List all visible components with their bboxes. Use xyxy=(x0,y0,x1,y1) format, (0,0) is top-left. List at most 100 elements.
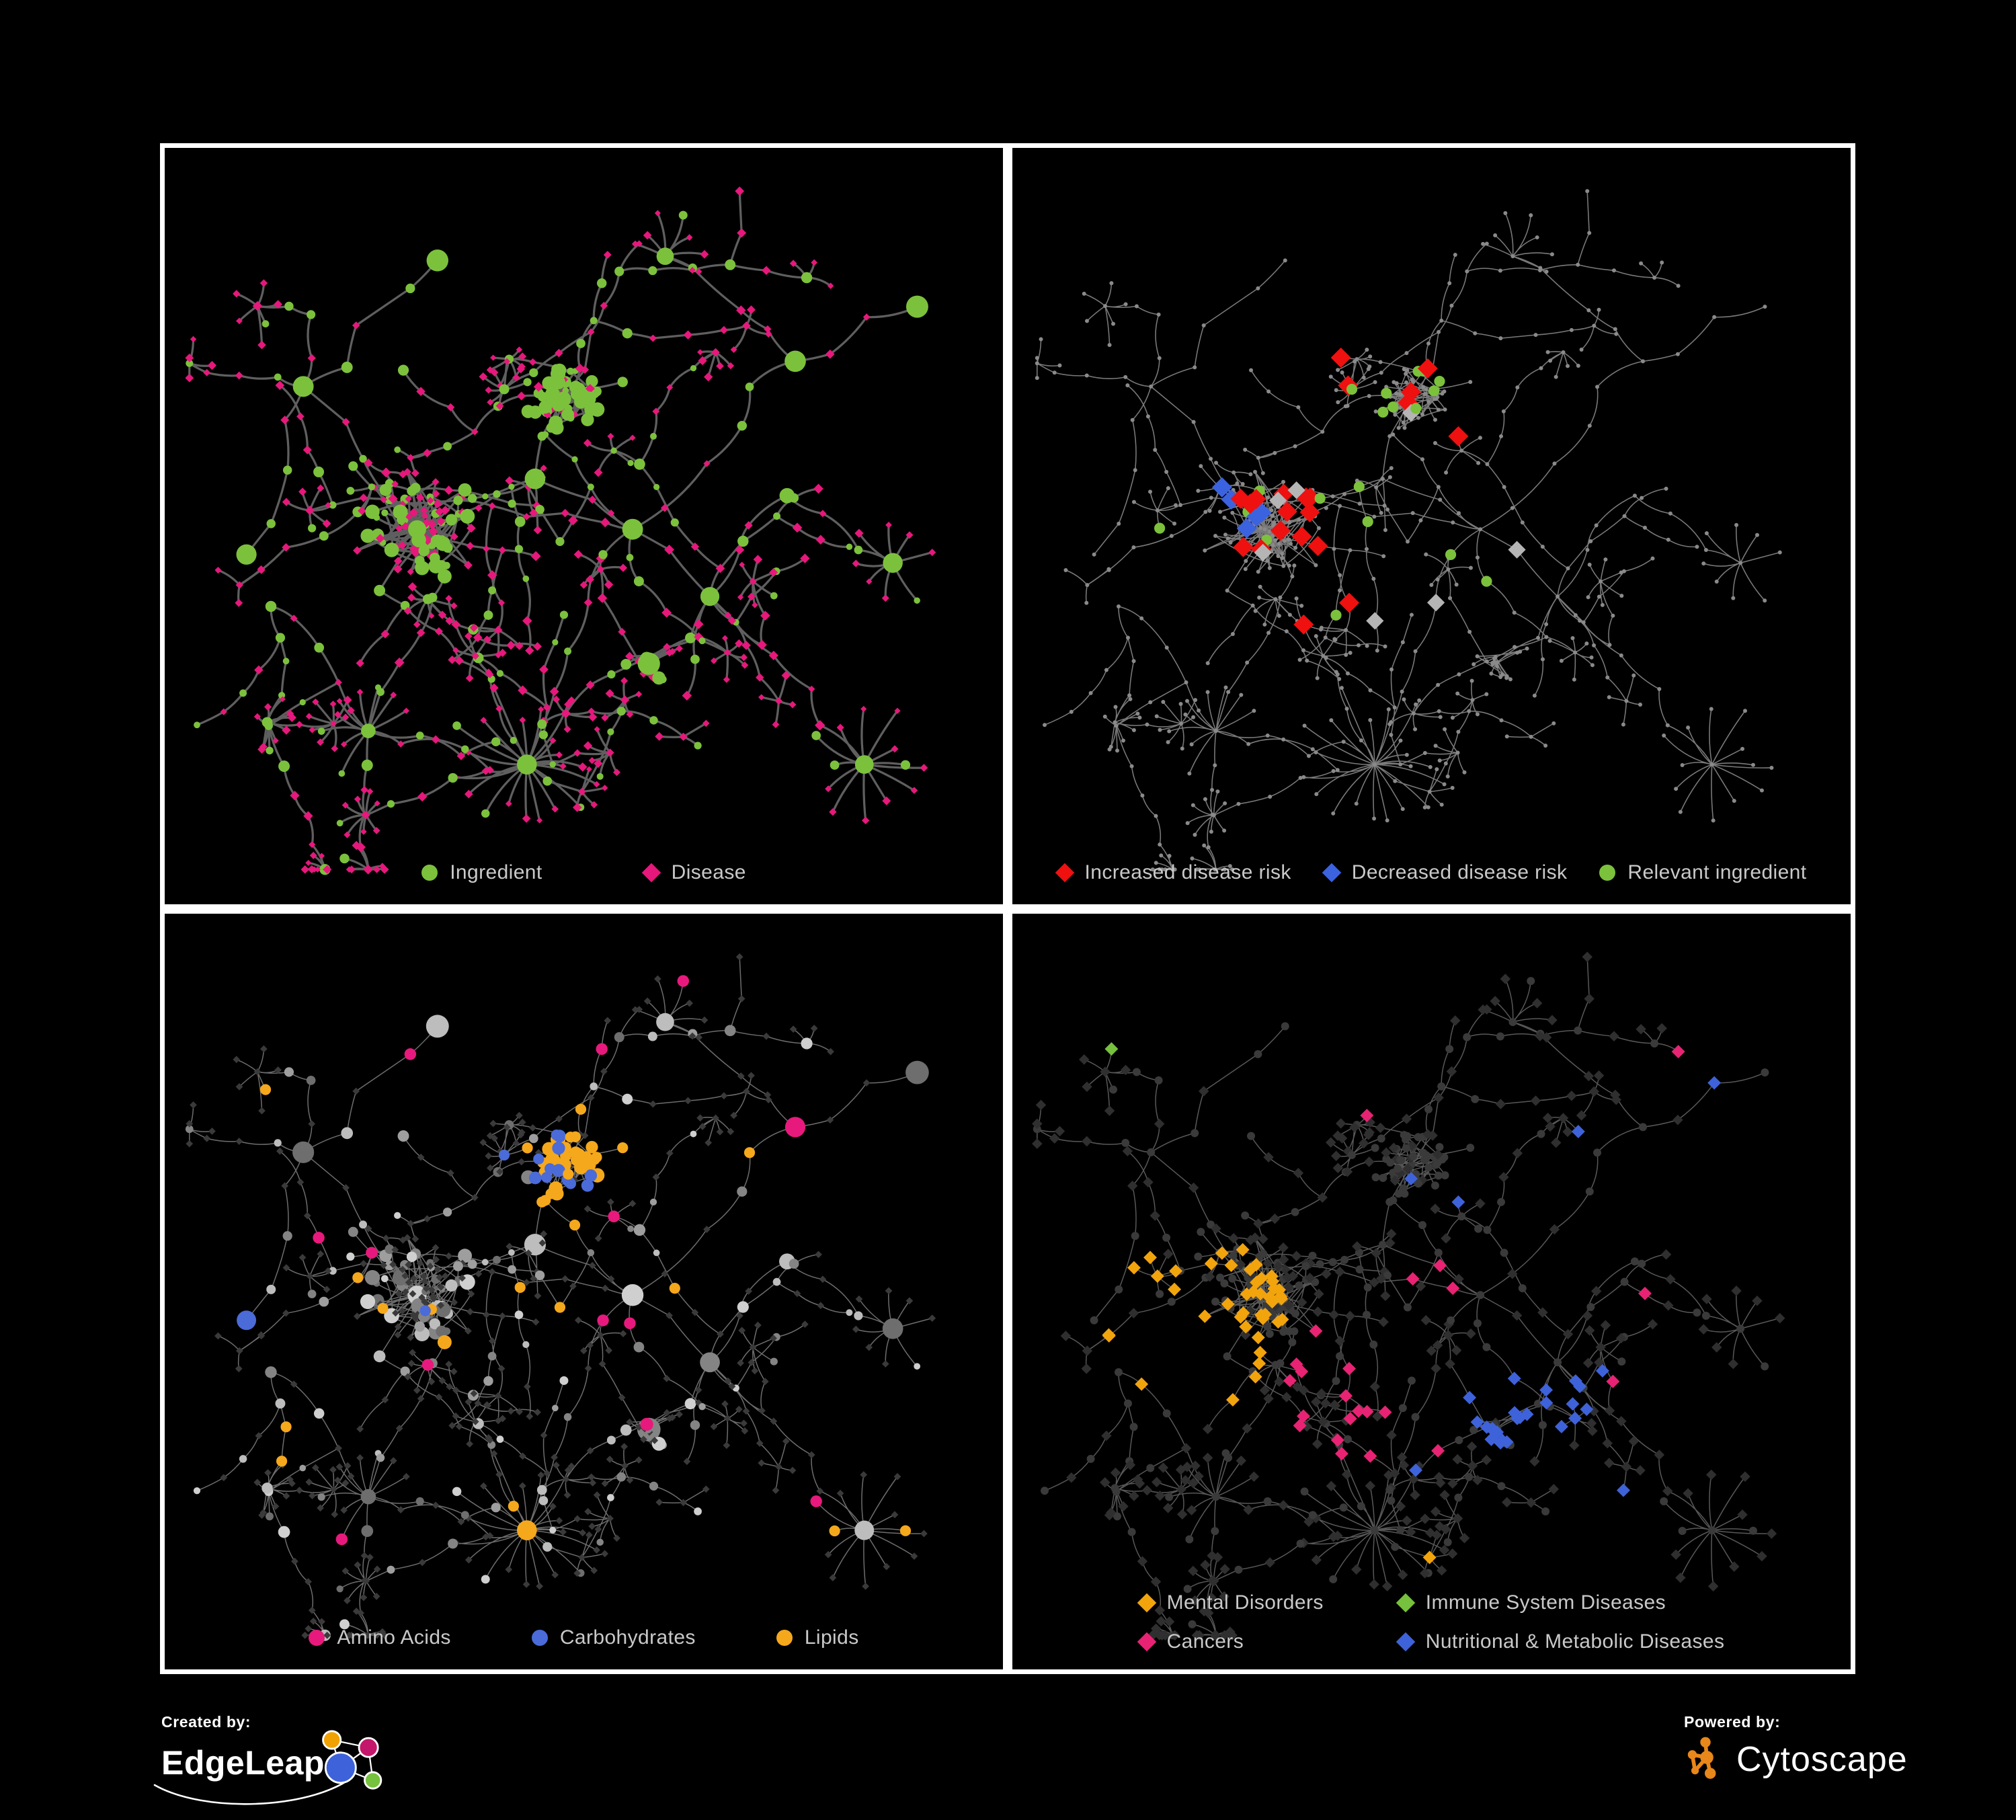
network-node xyxy=(482,493,489,500)
network-node xyxy=(493,1255,501,1264)
network-edge xyxy=(286,535,325,549)
network-node xyxy=(617,1142,629,1153)
network-node xyxy=(340,1506,348,1513)
network-node xyxy=(443,1207,452,1216)
network-node xyxy=(1230,488,1251,509)
network-edge xyxy=(1740,551,1780,563)
network-edge xyxy=(1452,522,1481,530)
network-edge xyxy=(1207,1457,1217,1497)
network-node xyxy=(751,1366,759,1374)
network-node xyxy=(528,1133,538,1143)
network-edge xyxy=(1600,581,1614,617)
network-edge xyxy=(1457,752,1465,773)
network-edge xyxy=(438,1396,460,1427)
network-node xyxy=(516,364,526,374)
network-edge xyxy=(1374,1530,1388,1586)
network-node xyxy=(475,504,483,512)
network-node xyxy=(485,1433,493,1441)
network-edge xyxy=(1157,504,1181,512)
network-node xyxy=(1211,1492,1220,1501)
network-edge xyxy=(1238,796,1271,805)
network-node xyxy=(471,428,479,436)
network-edge xyxy=(1703,562,1741,567)
network-edge xyxy=(1374,754,1407,765)
network-edge xyxy=(1374,709,1389,765)
network-node xyxy=(308,1119,316,1127)
network-edge xyxy=(446,430,476,448)
network-edge xyxy=(692,623,700,660)
network-edge xyxy=(1613,270,1655,278)
network-node xyxy=(703,1225,711,1233)
network-node xyxy=(467,1308,474,1315)
network-edge xyxy=(688,1095,725,1101)
network-node xyxy=(549,1502,557,1510)
network-node xyxy=(854,1310,863,1320)
network-edge xyxy=(581,1556,595,1571)
network-node xyxy=(920,764,928,772)
network-node xyxy=(407,454,415,462)
network-node xyxy=(747,305,756,315)
network-edge xyxy=(1316,635,1324,656)
network-edge xyxy=(368,1228,387,1239)
network-node xyxy=(536,1582,544,1590)
network-node xyxy=(740,654,748,662)
network-edge xyxy=(1268,391,1299,408)
network-node xyxy=(810,1024,818,1032)
network-edge xyxy=(307,1080,313,1124)
network-node xyxy=(266,1284,276,1294)
network-node xyxy=(529,368,538,377)
network-edge xyxy=(1512,980,1532,1023)
network-node xyxy=(600,517,610,528)
network-node xyxy=(1222,828,1227,833)
network-node xyxy=(1331,768,1336,773)
network-node xyxy=(365,504,380,520)
network-node xyxy=(1271,543,1275,547)
network-node xyxy=(702,719,710,727)
network-edge xyxy=(1512,1228,1556,1274)
network-edge xyxy=(591,710,622,715)
network-edge xyxy=(1346,709,1362,741)
network-edge xyxy=(1625,675,1635,701)
network-node xyxy=(1314,750,1318,754)
network-node xyxy=(700,249,709,259)
network-node xyxy=(583,741,593,750)
network-node xyxy=(1456,729,1461,734)
network-node xyxy=(1282,1271,1293,1283)
network-edge xyxy=(774,701,780,725)
network-edge xyxy=(1441,1085,1476,1099)
network-edge xyxy=(1395,780,1430,793)
network-edge xyxy=(1545,596,1558,625)
network-node xyxy=(722,635,728,641)
network-node xyxy=(1476,461,1481,465)
network-node xyxy=(747,592,756,601)
network-node xyxy=(583,1205,592,1212)
network-edge xyxy=(567,1368,589,1417)
network-node xyxy=(881,594,889,602)
network-node xyxy=(445,1252,452,1260)
network-edge xyxy=(307,815,314,845)
network-graph-disease-classes xyxy=(1032,951,1785,1640)
network-node xyxy=(384,542,399,557)
network-node xyxy=(1473,331,1478,335)
network-edge xyxy=(1593,645,1609,678)
network-edge xyxy=(1118,606,1129,638)
network-node xyxy=(522,616,532,626)
network-edge xyxy=(421,1542,454,1563)
network-node xyxy=(1405,368,1410,372)
network-node xyxy=(1228,540,1233,545)
network-node xyxy=(275,1398,286,1409)
network-node xyxy=(483,1376,493,1386)
network-node xyxy=(846,543,853,550)
network-node xyxy=(1431,1181,1439,1189)
network-node xyxy=(390,691,397,699)
network-edge xyxy=(1535,329,1572,335)
network-node xyxy=(801,1037,813,1050)
network-node xyxy=(1418,518,1423,523)
network-node xyxy=(1103,304,1108,309)
network-edge xyxy=(639,1346,668,1378)
network-node xyxy=(1662,733,1666,738)
network-node xyxy=(341,361,353,373)
network-node xyxy=(770,1417,778,1425)
network-node xyxy=(214,1332,222,1339)
